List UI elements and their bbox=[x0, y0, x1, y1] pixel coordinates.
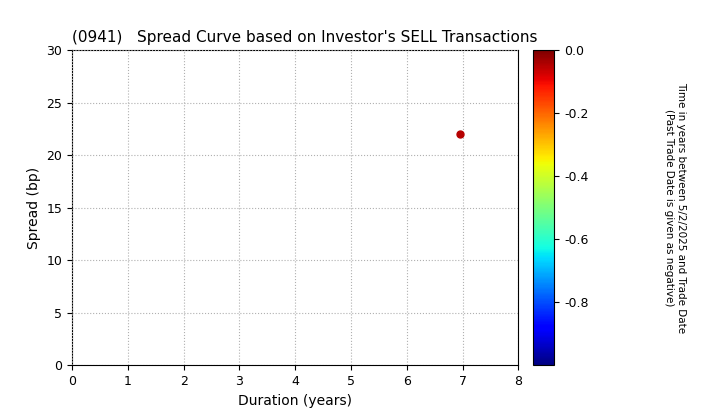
X-axis label: Duration (years): Duration (years) bbox=[238, 394, 352, 408]
Point bbox=[454, 131, 466, 138]
Y-axis label: Time in years between 5/2/2025 and Trade Date
(Past Trade Date is given as negat: Time in years between 5/2/2025 and Trade… bbox=[665, 82, 686, 333]
Y-axis label: Spread (bp): Spread (bp) bbox=[27, 167, 41, 249]
Text: (0941)   Spread Curve based on Investor's SELL Transactions: (0941) Spread Curve based on Investor's … bbox=[72, 30, 538, 45]
